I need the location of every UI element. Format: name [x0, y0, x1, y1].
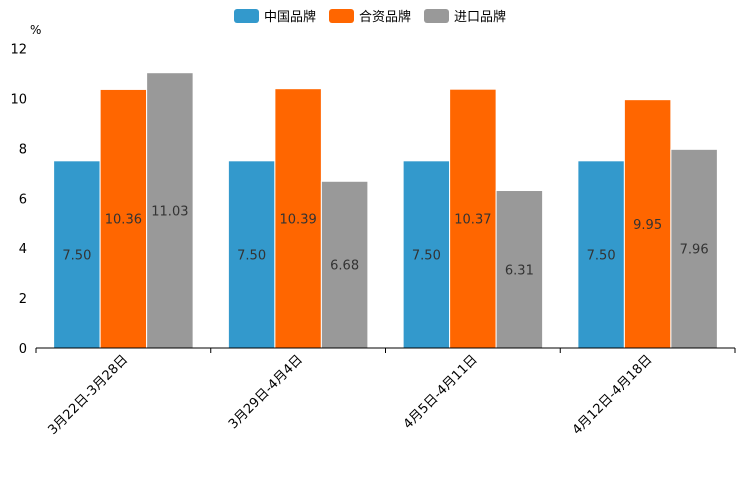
y-tick-label: 2 — [19, 292, 27, 307]
y-tick-label: 12 — [10, 43, 27, 58]
legend-label: 进口品牌 — [454, 9, 506, 25]
data-label: 6.31 — [505, 263, 534, 278]
bar — [274, 88, 322, 349]
legend-swatch — [329, 9, 354, 23]
data-label: 7.50 — [587, 248, 616, 263]
data-label: 7.50 — [237, 248, 266, 263]
data-label: 10.36 — [105, 213, 142, 228]
legend-swatch — [234, 9, 259, 23]
legend-label: 合资品牌 — [359, 9, 411, 25]
data-label: 9.95 — [633, 218, 662, 233]
bar — [320, 180, 369, 349]
x-category-label: 4月5日-4月11日 — [401, 352, 481, 432]
y-tick-label: 8 — [19, 142, 27, 157]
y-tick-label: 10 — [10, 92, 27, 107]
x-category-label: 3月22日-3月28日 — [45, 352, 131, 438]
legend-swatch — [424, 9, 449, 23]
data-label: 6.68 — [330, 259, 359, 274]
y-axis: 0 2 4 6 8 10 12 — [10, 43, 27, 358]
data-label: 7.50 — [62, 248, 91, 263]
bar — [99, 88, 148, 349]
legend: 中国品牌 合资品牌 进口品牌 — [234, 9, 506, 25]
data-label: 10.39 — [280, 212, 317, 227]
bar — [402, 160, 451, 349]
y-tick-label: 6 — [19, 192, 27, 207]
y-axis-unit-label: % — [30, 23, 41, 37]
data-label: 7.96 — [680, 243, 709, 258]
data-label: 10.37 — [454, 213, 491, 228]
bar — [670, 148, 718, 349]
data-label: 11.03 — [151, 204, 188, 219]
x-axis: 3月22日-3月28日 3月29日-4月4日 4月5日-4月11日 4月12日-4月1… — [35, 348, 736, 438]
bar — [53, 160, 101, 349]
x-category-label: 4月12日-4月18日 — [570, 352, 656, 438]
bar — [495, 190, 544, 349]
bars — [53, 72, 718, 349]
legend-label: 中国品牌 — [264, 9, 316, 25]
y-tick-label: 0 — [19, 342, 27, 357]
bar — [577, 160, 625, 349]
data-label: 7.50 — [412, 248, 441, 263]
y-tick-label: 4 — [19, 242, 27, 257]
bar — [227, 160, 276, 349]
bar — [623, 99, 672, 349]
x-category-label: 3月29日-4月4日 — [226, 352, 306, 432]
data-labels: 7.50 7.50 7.50 7.50 10.36 10.39 10.37 9.95 11.03… — [62, 204, 708, 278]
